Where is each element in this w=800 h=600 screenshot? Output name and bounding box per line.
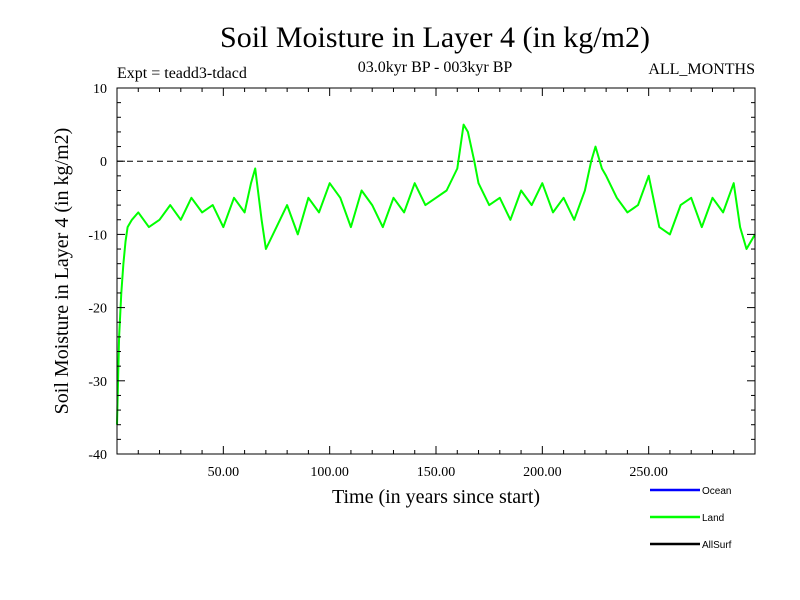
axis-ticks: 50.00 100.00 150.00 200.00 250.00 10 0 -10 -20 -3… [88,82,755,480]
x-tick-label: 100.00 [310,465,349,480]
y-tick-label: -30 [88,375,107,390]
chart-title: Soil Moisture in Layer 4 (in kg/m2) [220,21,650,54]
x-tick-label: 250.00 [629,465,668,480]
y-tick-label: -20 [88,302,107,317]
plot-area [116,123,756,425]
legend-label-land: Land [702,513,724,524]
plot-frame [116,87,756,455]
months-label: ALL_MONTHS [648,61,755,78]
x-tick-label: 50.00 [208,465,240,480]
series-line-land [116,123,756,425]
period-label: 03.0kyr BP - 003kyr BP [358,59,513,76]
y-tick-label: 0 [100,155,107,170]
y-tick-label: 10 [93,82,107,97]
experiment-label: Expt = teadd3-tdacd [117,65,247,82]
y-tick-label: -10 [88,228,107,243]
legend: Ocean Land AllSurf [650,486,732,551]
y-axis-label: Soil Moisture in Layer 4 (in kg/m2) [51,128,73,415]
x-tick-label: 150.00 [417,465,456,480]
y-tick-label: -40 [88,448,107,463]
legend-label-ocean: Ocean [702,486,731,497]
x-axis-label: Time (in years since start) [332,486,540,508]
x-tick-label: 200.00 [523,465,562,480]
legend-label-allsurf: AllSurf [702,540,732,551]
